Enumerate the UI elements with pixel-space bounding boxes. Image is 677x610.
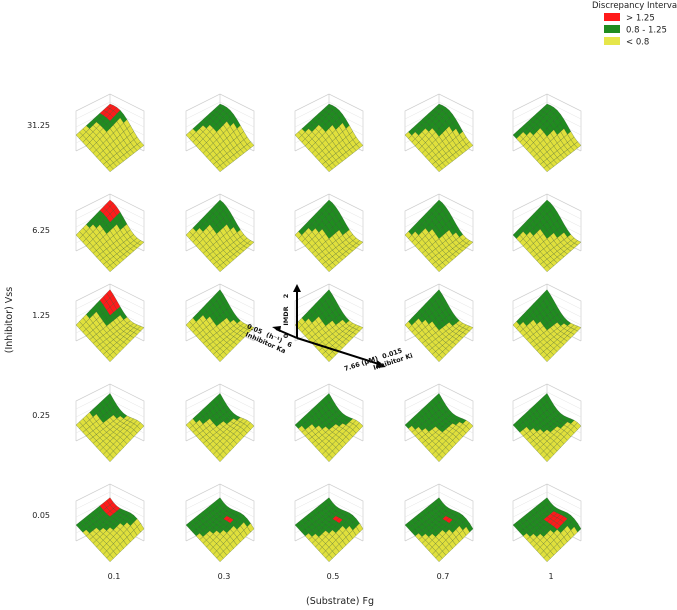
legend-swatch-green: [604, 25, 620, 33]
col-tick-label: 0.5: [327, 572, 340, 581]
surface-panel: [512, 283, 582, 362]
surface-panel: [512, 483, 582, 562]
surface-cell: [435, 354, 443, 362]
surface-panel: [294, 283, 364, 362]
legend-swatch-yellow: [604, 37, 620, 45]
surface-cell: [106, 165, 114, 172]
surface-panel: [404, 283, 474, 362]
surface-cell: [543, 354, 551, 362]
surface-panel: [404, 93, 474, 172]
surface-cell: [216, 354, 224, 362]
surface-panel: [75, 193, 145, 272]
y-axis-label: (Inhibitor) Vss: [4, 287, 15, 353]
surface-cell: [435, 165, 443, 172]
surface-cell: [435, 454, 443, 462]
surface-cell: [325, 354, 333, 362]
panel-gridline: [294, 101, 364, 120]
surface-panels: [75, 93, 582, 562]
surface-panel: [404, 193, 474, 272]
legend-title: Discrepancy Intervals: [592, 1, 677, 11]
surface-panel: [185, 283, 255, 362]
col-tick-label: 1: [548, 572, 553, 581]
surface-cell: [216, 454, 224, 462]
surface-panel: [75, 383, 145, 462]
inset-z-max: 2: [282, 294, 290, 299]
col-tick-labels: 0.1 0.3 0.5 0.7 1: [108, 572, 554, 581]
panel-gridline: [512, 101, 582, 120]
surface-panel: [512, 383, 582, 462]
surface-cell: [543, 165, 551, 172]
surface-panel: [75, 93, 145, 172]
surface-panel: [404, 383, 474, 462]
legend-label-green: 0.8 - 1.25: [626, 26, 667, 36]
surface-cell: [216, 265, 224, 272]
surface-panel: [294, 383, 364, 462]
panel-gridline: [185, 101, 255, 120]
inset-right-arrow: [376, 360, 386, 368]
surface-panel: [185, 383, 255, 462]
surface-panel: [294, 193, 364, 272]
inset-z-arrow: [293, 284, 301, 292]
legend-swatch-red: [604, 13, 620, 21]
surface-cell: [106, 354, 114, 362]
surface-cell: [435, 554, 443, 562]
panel-gridline: [294, 391, 364, 410]
surface-cell: [325, 554, 333, 562]
legend-label-red: > 1.25: [626, 14, 655, 24]
surface-panel: [185, 193, 255, 272]
panel-gridline: [404, 391, 474, 410]
surface-panel: [185, 93, 255, 172]
surface-panel: [75, 483, 145, 562]
inset-left-max: 6: [286, 340, 294, 349]
surface-cell: [106, 265, 114, 272]
surface-cell: [543, 554, 551, 562]
surface-cell: [325, 265, 333, 272]
surface-cell: [216, 165, 224, 172]
legend: Discrepancy Intervals > 1.25 0.8 - 1.25 …: [592, 1, 677, 48]
row-tick-label: 0.25: [32, 411, 50, 420]
row-tick-label: 31.25: [27, 121, 50, 130]
panel-gridline: [185, 491, 255, 510]
inset-z-label: IMDR: [282, 306, 290, 325]
surface-cell: [435, 265, 443, 272]
surface-panel: [512, 93, 582, 172]
surface-panel: [404, 483, 474, 562]
panel-gridline: [185, 391, 255, 410]
row-tick-label: 1.25: [32, 311, 50, 320]
inset-z-min: 0: [282, 333, 290, 338]
panel-gridline: [404, 101, 474, 120]
surface-panel: [512, 193, 582, 272]
col-tick-label: 0.3: [218, 572, 231, 581]
col-tick-label: 0.7: [437, 572, 450, 581]
panel-gridline: [75, 391, 145, 410]
surface-cell: [543, 265, 551, 272]
x-axis-label: (Substrate) Fg: [306, 596, 374, 607]
surface-cell: [216, 554, 224, 562]
surface-cell: [543, 454, 551, 462]
row-tick-label: 6.25: [32, 226, 50, 235]
panel-gridline: [75, 101, 145, 120]
panel-gridline: [75, 491, 145, 510]
surface-cell: [106, 554, 114, 562]
panel-gridline: [512, 491, 582, 510]
legend-label-yellow: < 0.8: [626, 38, 649, 48]
col-tick-label: 0.1: [108, 572, 121, 581]
surface-panel: [294, 93, 364, 172]
panel-gridline: [404, 491, 474, 510]
inset-left-arrow: [272, 326, 281, 332]
surface-cell: [325, 454, 333, 462]
surface-panel: [294, 483, 364, 562]
panel-gridline: [512, 391, 582, 410]
surface-panel: [75, 283, 145, 362]
inset-right-axis: [296, 337, 383, 366]
inset-right-min: 7.66: [343, 360, 361, 373]
surface-cell: [325, 165, 333, 172]
row-tick-label: 0.05: [32, 511, 50, 520]
panel-gridline: [294, 491, 364, 510]
surface-cell: [106, 454, 114, 462]
row-tick-labels: 31.25 6.25 1.25 0.25 0.05: [27, 121, 50, 520]
surface-panel: [185, 483, 255, 562]
